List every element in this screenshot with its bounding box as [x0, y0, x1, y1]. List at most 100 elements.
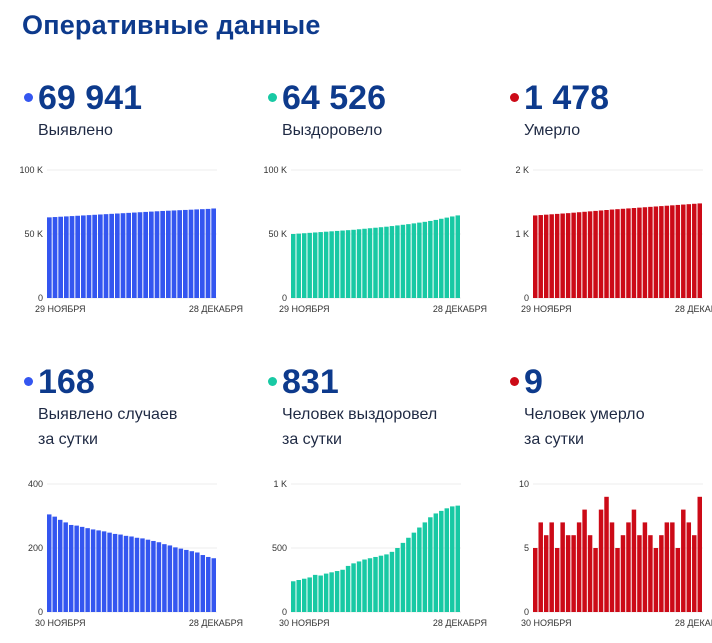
stat-caption: Человек умерло за сутки: [524, 406, 645, 448]
bar: [659, 206, 664, 298]
y-tick-label: 5: [524, 543, 529, 553]
bar: [183, 209, 188, 298]
stat-value: 9: [524, 363, 543, 401]
bar: [98, 214, 103, 298]
bar: [444, 217, 450, 298]
bar: [109, 213, 114, 298]
bar: [417, 527, 422, 612]
bar: [329, 572, 334, 612]
bar: [81, 215, 86, 298]
y-tick-label: 1 K: [273, 479, 287, 489]
stat-caption: Выявлено: [38, 122, 113, 139]
bar: [697, 496, 702, 612]
bar: [395, 225, 400, 298]
bar: [543, 214, 549, 298]
bar: [211, 208, 216, 298]
stat-panel-detected: 69 941 Выявлено: [22, 78, 252, 143]
bar: [554, 213, 560, 298]
bar: [439, 218, 444, 298]
bar: [433, 513, 439, 612]
bar: [312, 232, 318, 298]
y-tick-label: 50 K: [268, 229, 287, 239]
x-end-label: 28 ДЕКАБРЯ: [433, 618, 487, 628]
bar: [571, 212, 576, 298]
bar: [291, 581, 296, 612]
bar: [312, 574, 318, 612]
bar: [103, 214, 109, 298]
stat-value: 69 941: [38, 79, 142, 117]
y-tick-label: 500: [272, 543, 287, 553]
bar: [670, 205, 675, 298]
bar: [615, 209, 620, 298]
bar: [565, 213, 571, 298]
bar: [681, 509, 686, 612]
bar: [345, 565, 351, 612]
x-start-label: 30 НОЯБРЯ: [279, 618, 330, 628]
bar: [692, 203, 697, 298]
bar: [188, 209, 194, 298]
bar: [637, 207, 642, 298]
bar: [587, 535, 593, 612]
bar-chart-died: 0 1 K 2 K 29 НОЯБРЯ 28 ДЕКАБРЯ: [515, 165, 712, 314]
legend-dot-icon: [268, 377, 277, 386]
bar: [455, 215, 460, 298]
bar: [642, 207, 648, 298]
stat-value-row: 831: [266, 362, 496, 402]
legend-dot-icon: [510, 93, 519, 102]
bar: [178, 548, 184, 612]
bar: [411, 532, 417, 612]
bar: [675, 204, 681, 298]
bar: [538, 215, 543, 298]
bar: [118, 534, 123, 612]
bar: [631, 208, 637, 298]
bar: [648, 535, 653, 612]
x-end-label: 28 ДЕКАБРЯ: [433, 304, 487, 314]
bar: [166, 210, 171, 298]
bar: [411, 223, 417, 298]
stat-value: 831: [282, 363, 339, 401]
bar: [560, 522, 565, 612]
legend-dot-icon: [24, 93, 33, 102]
bar: [211, 558, 216, 612]
bar: [582, 509, 587, 612]
y-tick-label: 0: [38, 293, 43, 303]
y-tick-label: 0: [524, 293, 529, 303]
bar: [609, 209, 615, 298]
bar: [686, 204, 692, 298]
bar: [74, 525, 79, 612]
stat-value-row: 64 526: [266, 78, 496, 118]
bar: [58, 216, 63, 298]
bar: [395, 548, 400, 612]
bar: [86, 215, 92, 298]
x-start-label: 29 НОЯБРЯ: [35, 304, 86, 314]
bar: [318, 232, 323, 298]
bar: [194, 209, 199, 298]
bar: [137, 212, 143, 298]
bar: [296, 233, 301, 298]
bar: [47, 217, 52, 298]
bar: [340, 569, 345, 612]
bar: [681, 204, 686, 298]
y-tick-label: 1 K: [515, 229, 529, 239]
bar: [296, 580, 301, 612]
bar: [356, 229, 362, 298]
legend-dot-icon: [24, 377, 33, 386]
y-tick-label: 200: [28, 543, 43, 553]
bar: [554, 548, 560, 612]
bar: [384, 226, 389, 298]
bar: [200, 209, 205, 298]
bar: [156, 542, 162, 612]
bar: [576, 212, 582, 298]
bar: [318, 575, 323, 612]
stat-caption: Выявлено случаев за сутки: [38, 406, 178, 448]
bar: [307, 232, 312, 298]
bar: [653, 206, 659, 298]
bar: [154, 211, 160, 298]
bar-chart-detected: 0 50 K 100 K 29 НОЯБРЯ 28 ДЕКАБРЯ: [19, 165, 243, 314]
page-title: Оперативные данные: [22, 10, 321, 40]
bar: [173, 547, 178, 612]
bar: [351, 563, 356, 612]
stat-panel-detected_daily: 168 Выявлено случаев за сутки: [22, 362, 252, 452]
stat-panel-recovered_daily: 831 Человек выздоровел за сутки: [266, 362, 496, 452]
bar: [291, 234, 296, 298]
